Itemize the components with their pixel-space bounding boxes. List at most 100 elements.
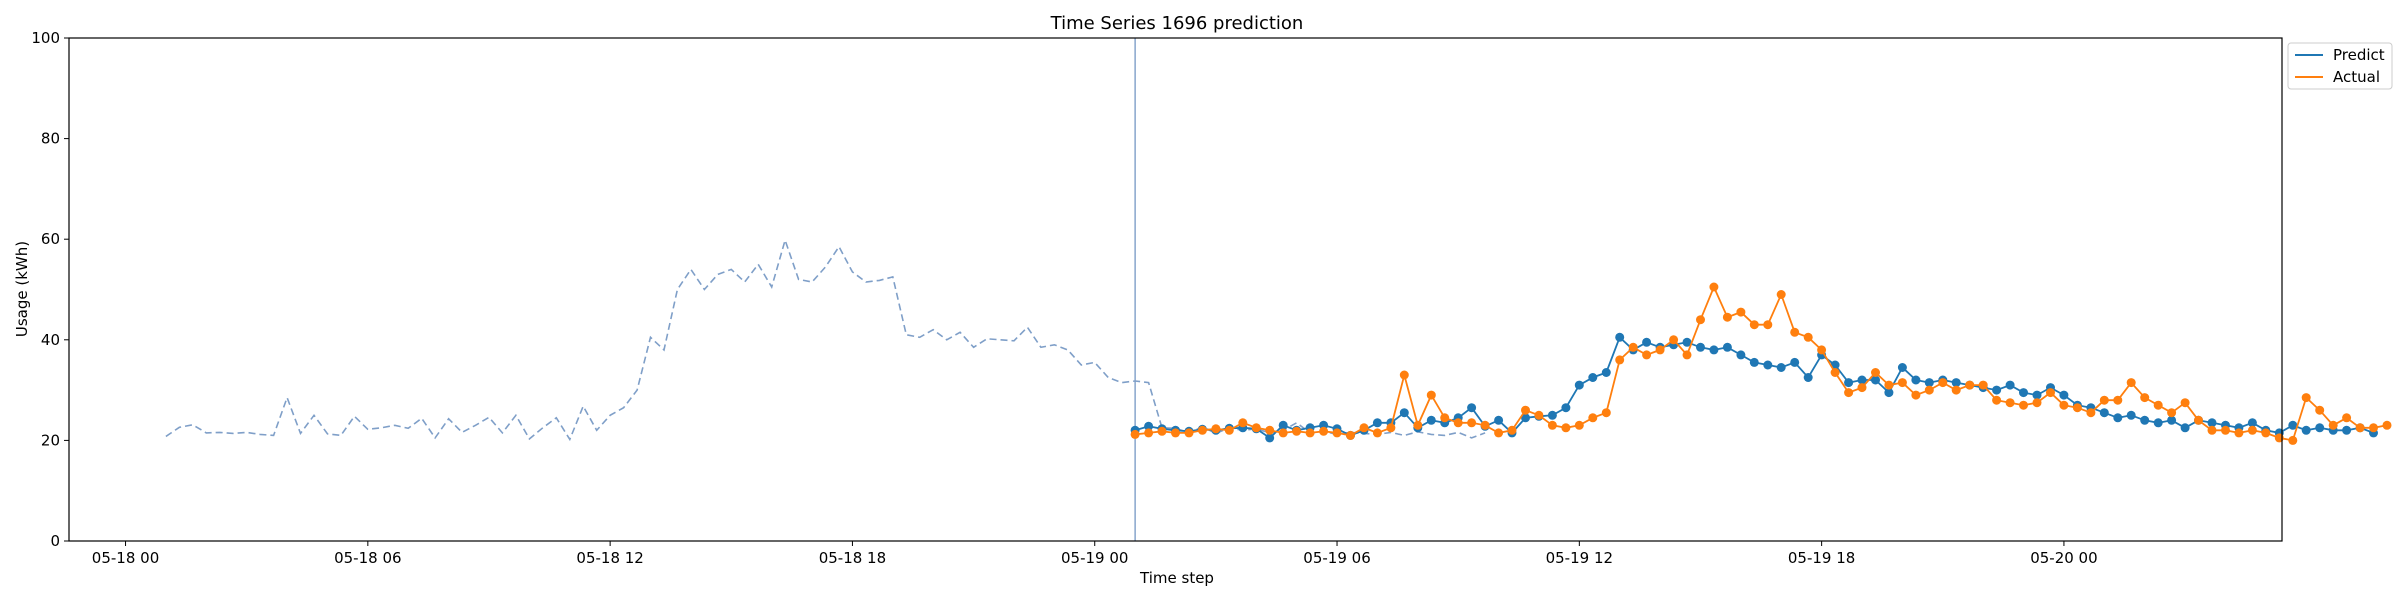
- data-point-actual: [1426, 390, 1436, 400]
- data-point-actual: [1238, 418, 1248, 428]
- data-point-actual: [1184, 428, 1194, 438]
- data-point-actual: [2032, 398, 2042, 408]
- data-point-predict: [2207, 418, 2217, 428]
- data-point-actual: [1601, 408, 1611, 418]
- data-point-actual: [1655, 345, 1665, 355]
- data-point-actual: [1224, 425, 1234, 435]
- data-point-actual: [1588, 413, 1598, 423]
- x-tick-label: 05-18 06: [334, 549, 401, 567]
- data-point-actual: [1897, 378, 1907, 388]
- data-point-actual: [1830, 368, 1840, 377]
- data-point-predict: [2180, 423, 2190, 433]
- data-point-predict: [1642, 337, 1652, 347]
- legend-label-predict: Predict: [2333, 46, 2385, 64]
- data-point-predict: [1911, 375, 1921, 385]
- x-tick-label: 05-18 12: [576, 549, 643, 567]
- data-point-actual: [1332, 428, 1342, 438]
- data-point-actual: [1965, 380, 1975, 390]
- data-point-actual: [2207, 425, 2217, 435]
- data-point-predict: [2301, 425, 2311, 435]
- data-point-predict: [2126, 410, 2136, 420]
- data-point-actual: [1857, 383, 1867, 393]
- data-point-predict: [1561, 403, 1571, 413]
- data-point-actual: [2261, 428, 2271, 438]
- data-point-actual: [1978, 380, 1988, 390]
- data-point-actual: [1790, 327, 1800, 337]
- history-line: [165, 237, 1486, 442]
- data-point-predict: [1426, 415, 1436, 425]
- data-point-actual: [2059, 400, 2069, 410]
- data-point-predict: [1776, 363, 1786, 372]
- data-point-actual: [1722, 312, 1732, 322]
- data-point-predict: [2167, 415, 2177, 425]
- data-point-actual: [2167, 408, 2177, 418]
- data-point-actual: [1642, 350, 1652, 360]
- data-point-actual: [1130, 429, 1140, 439]
- data-point-actual: [1157, 426, 1167, 436]
- data-point-actual: [2180, 398, 2190, 408]
- data-point-actual: [2005, 398, 2015, 408]
- data-point-predict: [1709, 345, 1719, 355]
- data-point-actual: [1171, 428, 1180, 438]
- data-point-actual: [1265, 425, 1275, 435]
- y-tick-label: 40: [41, 331, 60, 349]
- data-point-predict: [2059, 390, 2069, 400]
- y-tick-label: 0: [50, 532, 60, 550]
- data-point-actual: [1547, 420, 1557, 430]
- data-point-actual: [1628, 342, 1638, 352]
- data-point-actual: [1413, 420, 1423, 430]
- data-point-predict: [1884, 388, 1894, 398]
- data-point-actual: [1440, 413, 1450, 423]
- data-point-actual: [1534, 410, 1544, 420]
- data-point-actual: [2342, 413, 2352, 423]
- data-point-predict: [1601, 368, 1611, 377]
- data-point-predict: [1790, 357, 1800, 367]
- data-point-predict: [2005, 380, 2015, 390]
- data-point-predict: [1144, 421, 1154, 431]
- data-point-actual: [1359, 423, 1369, 433]
- legend-label-actual: Actual: [2333, 68, 2380, 86]
- data-point-actual: [1951, 385, 1961, 395]
- data-point-actual: [2194, 415, 2203, 425]
- data-point-actual: [2072, 403, 2082, 413]
- data-point-predict: [1521, 413, 1530, 423]
- x-tick-label: 05-18 18: [819, 549, 886, 567]
- data-point-predict: [2032, 390, 2042, 400]
- data-point-actual: [1817, 345, 1827, 355]
- data-point-actual: [2086, 408, 2096, 418]
- data-point-actual: [1938, 378, 1948, 388]
- data-point-actual: [1386, 423, 1396, 433]
- data-point-predict: [1951, 378, 1961, 388]
- plot-area: [165, 38, 2392, 541]
- data-point-actual: [2247, 425, 2257, 435]
- data-point-actual: [1197, 425, 1207, 435]
- data-point-predict: [1547, 410, 1557, 420]
- data-point-predict: [1696, 342, 1705, 352]
- data-point-actual: [1494, 428, 1504, 438]
- data-point-predict: [1897, 363, 1907, 372]
- data-point-actual: [2153, 400, 2163, 410]
- data-point-actual: [2315, 405, 2325, 415]
- data-point-actual: [1480, 420, 1490, 430]
- data-point-predict: [2342, 425, 2352, 435]
- data-point-predict: [1924, 378, 1934, 388]
- x-tick-label: 05-19 12: [1546, 549, 1613, 567]
- y-tick-label: 20: [41, 431, 60, 449]
- data-point-predict: [2113, 413, 2123, 423]
- data-point-predict: [1722, 342, 1732, 352]
- x-tick-label: 05-18 00: [92, 549, 159, 567]
- data-point-actual: [1399, 370, 1409, 380]
- data-point-predict: [2247, 418, 2257, 428]
- data-point-actual: [1911, 390, 1921, 400]
- data-point-predict: [1467, 403, 1477, 413]
- data-point-actual: [2019, 400, 2028, 410]
- data-point-actual: [2234, 428, 2244, 438]
- data-point-predict: [1992, 385, 2002, 395]
- data-point-actual: [1992, 395, 2002, 405]
- data-point-actual: [2126, 378, 2136, 388]
- data-point-predict: [1871, 375, 1880, 385]
- x-tick-label: 05-19 00: [1061, 549, 1128, 567]
- data-point-actual: [1561, 423, 1571, 433]
- data-point-predict: [1803, 373, 1813, 382]
